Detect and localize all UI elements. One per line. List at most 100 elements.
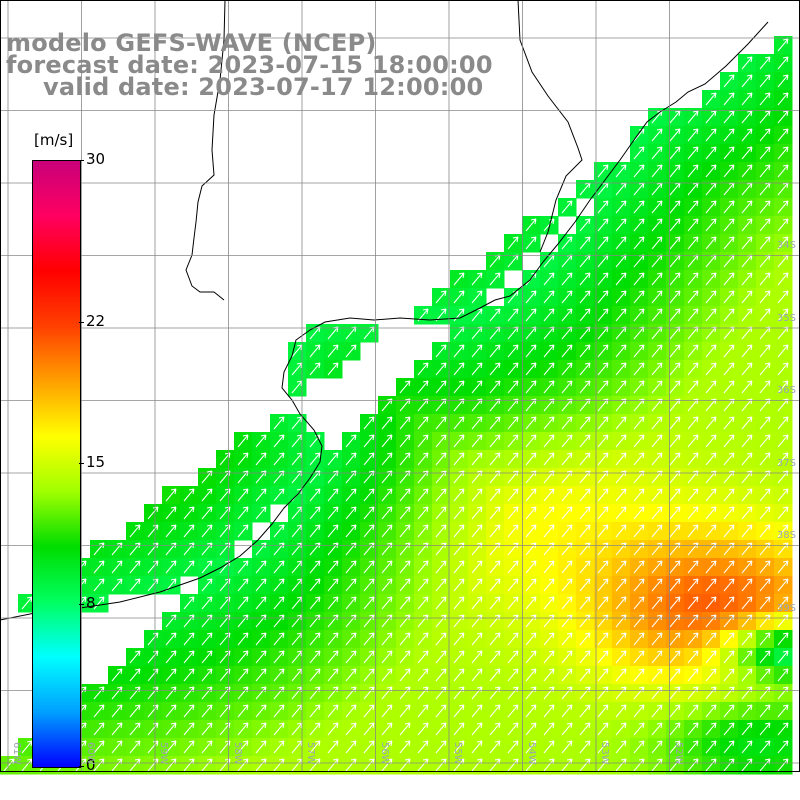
wind-arrow	[399, 398, 411, 412]
wind-arrow	[363, 740, 375, 754]
wind-arrow	[237, 524, 249, 538]
wind-arrow	[255, 668, 267, 682]
wind-arrow	[345, 704, 357, 718]
wind-arrow	[417, 722, 429, 736]
wind-arrow	[435, 668, 447, 682]
wind-arrow	[165, 686, 177, 700]
wind-arrow	[309, 578, 321, 592]
wind-arrow	[525, 236, 537, 250]
wind-arrow	[273, 578, 285, 592]
wind-arrow	[579, 524, 591, 538]
wind-arrow	[327, 524, 339, 538]
wind-arrow	[237, 434, 249, 448]
wind-arrow	[489, 506, 501, 520]
wind-arrow	[723, 632, 735, 646]
wind-arrow	[705, 272, 717, 286]
wind-arrow	[597, 686, 609, 700]
wind-arrow	[327, 596, 339, 610]
wind-arrow	[471, 614, 483, 628]
wind-arrow	[705, 488, 717, 502]
wind-arrow	[165, 614, 177, 628]
wind-arrow	[525, 362, 537, 376]
wind-arrow	[435, 560, 447, 574]
wind-arrow	[273, 704, 285, 718]
wind-arrow	[777, 668, 789, 682]
wind-arrow	[579, 398, 591, 412]
wind-arrow	[489, 686, 501, 700]
wind-arrow	[723, 704, 735, 718]
wind-arrow	[561, 308, 573, 322]
wind-arrow	[633, 452, 645, 466]
wind-arrow	[201, 704, 213, 718]
wind-arrow	[399, 416, 411, 430]
wind-arrow	[741, 146, 753, 160]
wind-arrow	[309, 434, 321, 448]
coastline-path	[0, 21, 769, 621]
wind-arrow	[669, 488, 681, 502]
wind-arrow	[561, 596, 573, 610]
wind-arrow	[525, 434, 537, 448]
wind-arrow	[237, 506, 249, 520]
wind-arrow	[561, 290, 573, 304]
wind-arrow	[273, 740, 285, 754]
wind-arrow	[327, 704, 339, 718]
wind-arrow	[201, 596, 213, 610]
wind-arrow	[705, 722, 717, 736]
colorbar-tick-label: 15	[86, 453, 106, 471]
wind-arrow	[597, 200, 609, 214]
wind-arrow	[345, 452, 357, 466]
wind-arrow	[777, 362, 789, 376]
wind-arrow	[507, 416, 519, 430]
wind-arrow	[687, 740, 699, 754]
wind-arrow	[777, 92, 789, 106]
wind-arrow	[723, 668, 735, 682]
wind-arrow	[165, 704, 177, 718]
lat-lon-grid	[0, 0, 800, 772]
wind-arrow	[435, 524, 447, 538]
wind-arrow	[453, 362, 465, 376]
wind-arrow	[471, 416, 483, 430]
wind-arrow	[633, 614, 645, 628]
longitude-label: 59W	[158, 742, 169, 765]
wind-arrow	[651, 560, 663, 574]
wind-arrow	[615, 686, 627, 700]
wind-arrow	[435, 632, 447, 646]
wind-arrow	[471, 578, 483, 592]
wind-arrow	[615, 668, 627, 682]
wind-arrow	[777, 290, 789, 304]
wind-arrow	[579, 416, 591, 430]
wind-arrow	[255, 614, 267, 628]
wind-arrow	[489, 362, 501, 376]
colorbar-unit: [m/s]	[34, 131, 74, 149]
wind-arrow	[309, 344, 321, 358]
wind-arrow	[669, 506, 681, 520]
wind-arrow	[183, 560, 195, 574]
wind-arrow	[363, 560, 375, 574]
wind-arrow	[777, 200, 789, 214]
wind-arrow	[489, 668, 501, 682]
wind-arrow	[669, 434, 681, 448]
wind-arrow	[381, 578, 393, 592]
wind-arrow	[615, 650, 627, 664]
wind-arrow	[471, 362, 483, 376]
wind-arrow	[471, 596, 483, 610]
wind-arrow	[363, 668, 375, 682]
wind-arrow	[723, 452, 735, 466]
wind-arrow	[399, 596, 411, 610]
wind-arrow	[237, 596, 249, 610]
wind-arrow	[183, 614, 195, 628]
wind-arrow	[111, 560, 123, 574]
wind-arrow	[597, 722, 609, 736]
wind-arrow	[597, 488, 609, 502]
wind-arrow	[723, 272, 735, 286]
wind-arrow	[687, 308, 699, 322]
wind-arrow	[183, 722, 195, 736]
wind-arrow	[561, 272, 573, 286]
wind-arrow	[561, 344, 573, 358]
wind-arrow	[471, 524, 483, 538]
wind-arrow	[147, 506, 159, 520]
wind-arrow	[183, 704, 195, 718]
wind-arrow	[651, 434, 663, 448]
wind-arrow	[273, 524, 285, 538]
wind-arrow	[705, 380, 717, 394]
